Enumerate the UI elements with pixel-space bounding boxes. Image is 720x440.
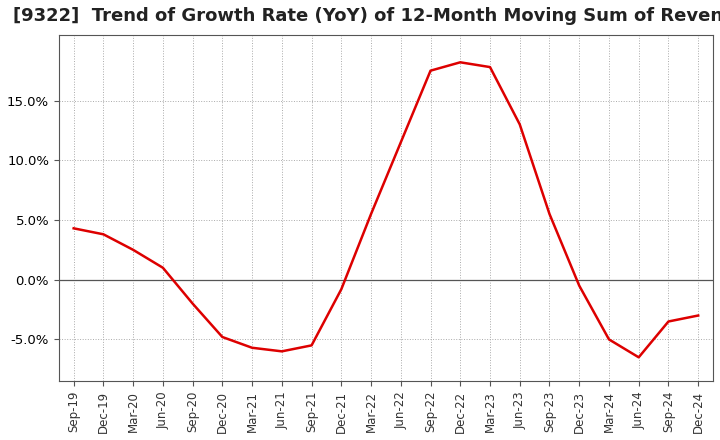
Title: [9322]  Trend of Growth Rate (YoY) of 12-Month Moving Sum of Revenues: [9322] Trend of Growth Rate (YoY) of 12-… — [13, 7, 720, 25]
